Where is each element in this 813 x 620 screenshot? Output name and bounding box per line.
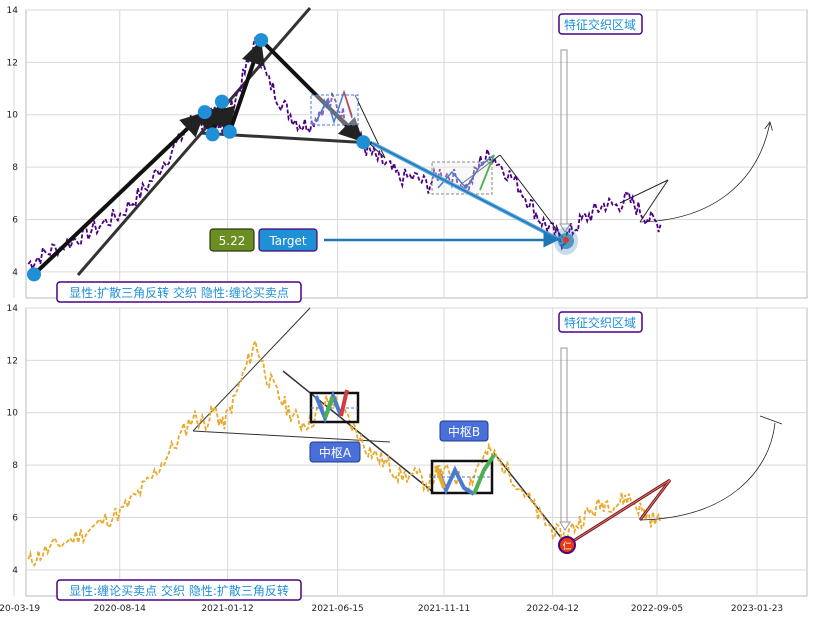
bottom-lower-line (192, 430, 391, 443)
y-tick-label: 12 (7, 356, 18, 366)
x-tick-label: 2021-06-15 (311, 604, 363, 614)
pivot-b-orange (434, 465, 446, 489)
y-tick-label: 14 (7, 6, 19, 16)
pivot-a-label: 中枢A (319, 445, 352, 460)
price-label: 5.22 (219, 234, 246, 248)
sequence-point (27, 267, 42, 282)
price-badge (209, 228, 255, 252)
top-overlay: 5.22 Target 特征交织区域 显性:扩散三角反转 交织 隐性:缠论买卖点 (27, 7, 770, 303)
y-tick-label: 6 (12, 513, 18, 523)
bottom-footer-label: 显性:缠论买卖点 交织 隐性:扩散三角反转 (69, 583, 289, 598)
projection-cap (759, 415, 783, 425)
x-tick-label: 2021-11-11 (418, 604, 470, 614)
sequence-point (356, 135, 371, 150)
y-tick-label: 8 (12, 163, 18, 173)
sequence-arrow-segment (227, 39, 265, 133)
bottom-descent-line (282, 370, 434, 493)
bottom-zone-box (558, 311, 643, 333)
y-tick-label: 12 (7, 58, 18, 68)
sequence-arrow-segment (32, 110, 207, 276)
sequence-point (254, 33, 269, 48)
top-pivot-zigzag-b (437, 154, 495, 190)
sequence-point (222, 124, 237, 139)
bottom-panel-frame (25, 307, 808, 597)
y-tick-label: 4 (12, 566, 18, 576)
x-tick-label: 2021-01-12 (201, 604, 253, 614)
bottom-overlay: 中枢A 中枢B 仁 特征交织区域 显性:缠论买卖点 交织 隐性:扩散三角反转 (27, 307, 783, 601)
x-tick-label: 2020-08-14 (94, 604, 147, 614)
pivot-a-badge (309, 441, 361, 463)
buy-point-marker (558, 536, 576, 554)
right-wedge-top (619, 179, 669, 204)
x-tick-label: 2022-09-05 (631, 604, 683, 614)
top-footer-label: 显性:扩散三角反转 交织 隐性:缠论买卖点 (69, 285, 289, 300)
bottom-zone-tip (559, 521, 571, 531)
y-tick-label: 10 (7, 111, 19, 121)
target-path-line-inner (371, 142, 561, 241)
sequence-point (214, 94, 229, 109)
projection-curve-bottom (639, 422, 776, 521)
y-tick-label: 14 (7, 304, 19, 314)
y-tick-label: 8 (12, 461, 18, 471)
y-tick-label: 4 (12, 268, 18, 278)
bottom-zone-label: 特征交织区域 (564, 315, 636, 330)
target-badge (258, 228, 318, 252)
zone-indicator-tip (559, 223, 571, 233)
target-core (563, 237, 569, 243)
y-tick-label: 10 (7, 409, 19, 419)
projection-curve-top (639, 122, 770, 223)
top-footer-box (56, 281, 302, 303)
top-zone-label: 特征交织区域 (564, 17, 636, 32)
pivot-a-red (339, 389, 349, 417)
top-panel-frame (25, 9, 808, 299)
sequence-point (197, 105, 212, 120)
red-wedge-inner (569, 479, 671, 544)
right-wedge-bottom (639, 179, 669, 223)
y-tick-label: 6 (12, 215, 18, 225)
pivot-b-label: 中枢B (448, 424, 480, 439)
pivot-b-green (472, 453, 496, 495)
top-zone-box (558, 13, 643, 35)
target-label: Target (268, 234, 306, 248)
top-pivot-green-stroke (479, 154, 495, 191)
sequence-arrow-segment (259, 38, 365, 144)
pivot-b-badge (439, 420, 489, 442)
sequence-point (205, 127, 220, 142)
buy-point-label: 仁 (562, 540, 571, 552)
sequence-dots (27, 33, 371, 282)
top-pivot-red-stroke (343, 91, 353, 117)
pivot-a-green (323, 396, 335, 419)
x-tick-label: 2020-03-19 (0, 604, 40, 614)
bottom-footer-box (56, 579, 302, 601)
x-tick-label: 2023-01-23 (731, 604, 783, 614)
x-tick-label: 2022-04-12 (527, 604, 579, 614)
